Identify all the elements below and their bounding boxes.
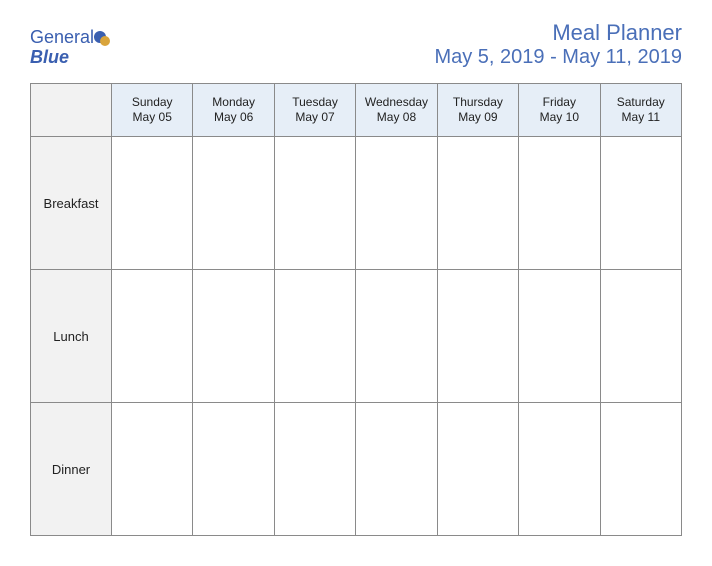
cell-dinner-sun[interactable]	[112, 403, 193, 536]
logo-word-blue: Blue	[30, 47, 69, 67]
cell-dinner-wed[interactable]	[356, 403, 437, 536]
logo: General Blue	[30, 28, 110, 68]
cell-breakfast-mon[interactable]	[193, 137, 274, 270]
cell-dinner-fri[interactable]	[519, 403, 600, 536]
day-header-monday: MondayMay 06	[193, 84, 274, 137]
cell-breakfast-sat[interactable]	[600, 137, 681, 270]
row-lunch: Lunch	[31, 270, 682, 403]
logo-globe-icon	[94, 31, 110, 47]
cell-lunch-sat[interactable]	[600, 270, 681, 403]
cell-lunch-thu[interactable]	[437, 270, 518, 403]
logo-word-general: General	[30, 27, 94, 47]
cell-breakfast-tue[interactable]	[274, 137, 355, 270]
day-header-friday: FridayMay 10	[519, 84, 600, 137]
meal-planner-table: SundayMay 05 MondayMay 06 TuesdayMay 07 …	[30, 83, 682, 536]
cell-breakfast-wed[interactable]	[356, 137, 437, 270]
page-title: Meal Planner	[434, 20, 682, 46]
corner-cell	[31, 84, 112, 137]
row-breakfast: Breakfast	[31, 137, 682, 270]
cell-lunch-mon[interactable]	[193, 270, 274, 403]
meal-header-dinner: Dinner	[31, 403, 112, 536]
meal-header-lunch: Lunch	[31, 270, 112, 403]
cell-lunch-fri[interactable]	[519, 270, 600, 403]
cell-breakfast-sun[interactable]	[112, 137, 193, 270]
meal-planner-document: General Blue Meal Planner May 5, 2019 - …	[0, 0, 712, 566]
title-block: Meal Planner May 5, 2019 - May 11, 2019	[434, 20, 682, 69]
day-header-tuesday: TuesdayMay 07	[274, 84, 355, 137]
day-header-thursday: ThursdayMay 09	[437, 84, 518, 137]
date-range: May 5, 2019 - May 11, 2019	[434, 46, 682, 69]
header: General Blue Meal Planner May 5, 2019 - …	[30, 20, 682, 69]
cell-breakfast-thu[interactable]	[437, 137, 518, 270]
cell-dinner-mon[interactable]	[193, 403, 274, 536]
cell-breakfast-fri[interactable]	[519, 137, 600, 270]
day-header-sunday: SundayMay 05	[112, 84, 193, 137]
cell-dinner-sat[interactable]	[600, 403, 681, 536]
day-header-row: SundayMay 05 MondayMay 06 TuesdayMay 07 …	[31, 84, 682, 137]
day-header-wednesday: WednesdayMay 08	[356, 84, 437, 137]
cell-dinner-thu[interactable]	[437, 403, 518, 536]
cell-lunch-tue[interactable]	[274, 270, 355, 403]
meal-header-breakfast: Breakfast	[31, 137, 112, 270]
row-dinner: Dinner	[31, 403, 682, 536]
day-header-saturday: SaturdayMay 11	[600, 84, 681, 137]
cell-lunch-wed[interactable]	[356, 270, 437, 403]
cell-lunch-sun[interactable]	[112, 270, 193, 403]
cell-dinner-tue[interactable]	[274, 403, 355, 536]
